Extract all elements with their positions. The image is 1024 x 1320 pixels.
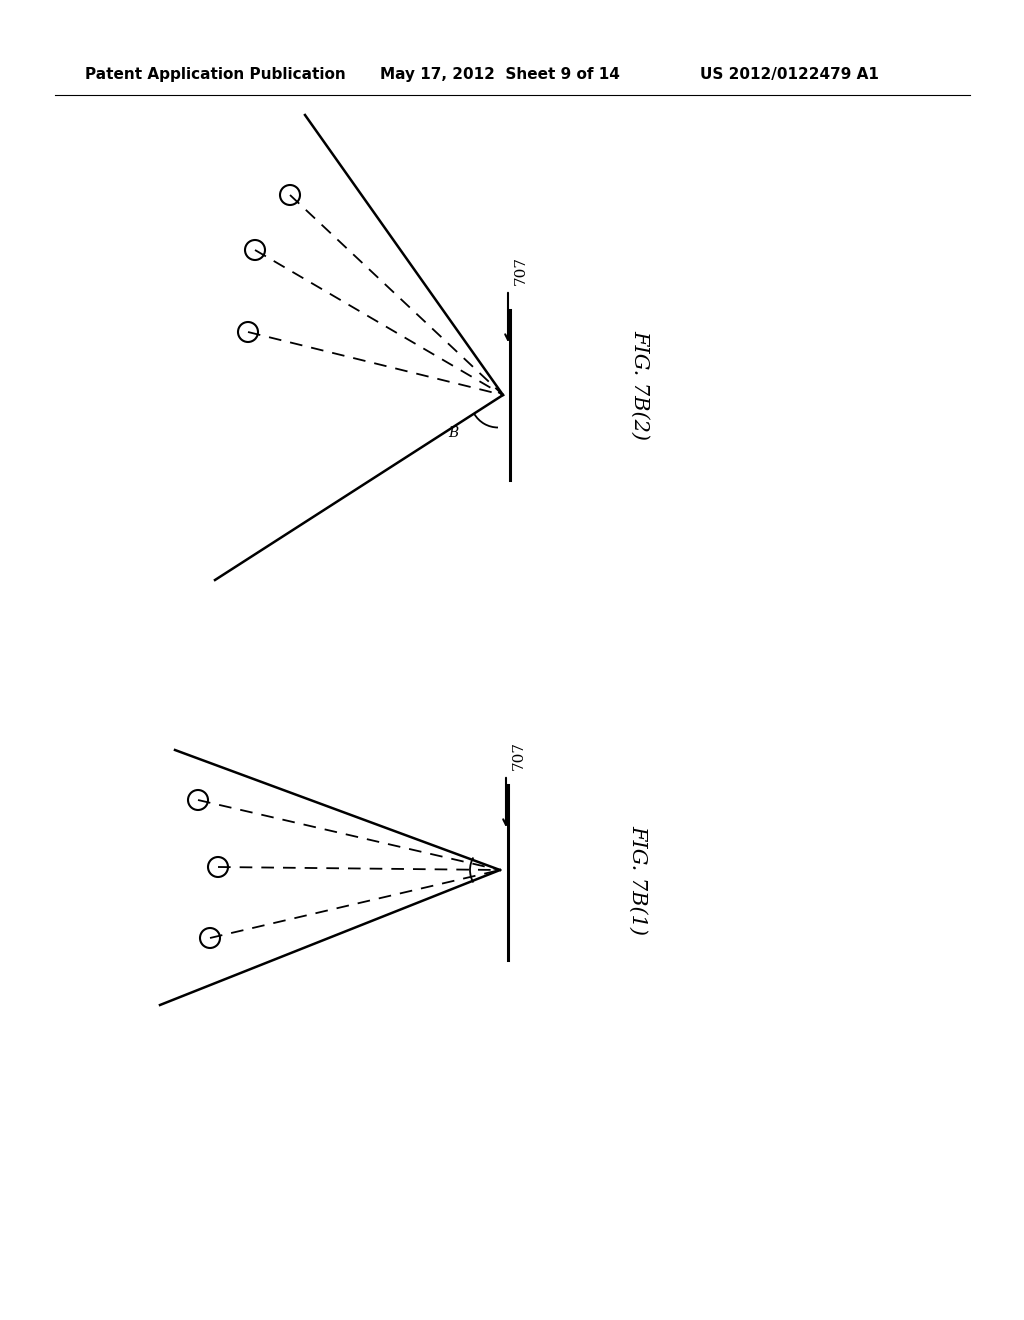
Text: FIG. 7B(2): FIG. 7B(2) [631,330,649,440]
Text: Patent Application Publication: Patent Application Publication [85,67,346,82]
Text: US 2012/0122479 A1: US 2012/0122479 A1 [700,67,879,82]
Text: 707: 707 [514,256,528,285]
Text: 707: 707 [512,741,526,770]
Text: FIG. 7B(1): FIG. 7B(1) [629,825,647,935]
Text: B: B [449,426,459,440]
Text: May 17, 2012  Sheet 9 of 14: May 17, 2012 Sheet 9 of 14 [380,67,620,82]
